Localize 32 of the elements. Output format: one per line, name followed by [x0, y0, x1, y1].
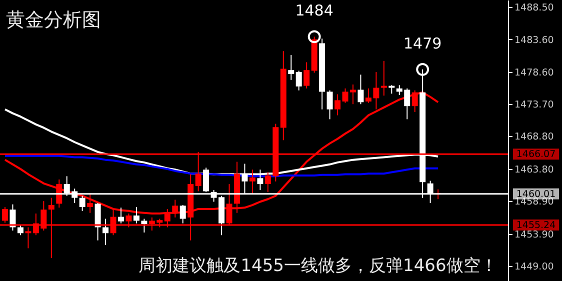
candlestick — [10, 204, 16, 232]
annotation: 周初建议触及1455一线做多，反弹1466做空！ — [138, 256, 498, 276]
annotation: 1484 — [295, 2, 334, 20]
candlestick — [17, 224, 24, 236]
ref-line-label: 1466.07 — [516, 149, 556, 160]
candlestick — [296, 70, 302, 91]
candlestick — [358, 74, 364, 105]
annotation: 1479 — [403, 34, 442, 52]
candlestick — [326, 90, 333, 120]
y-tick-label: 1449.00 — [514, 261, 554, 272]
candlestick — [249, 169, 256, 194]
candlestick — [102, 218, 109, 246]
y-tick-label: 1468.80 — [514, 132, 554, 143]
candlestick — [141, 218, 148, 234]
y-tick-label: 1453.90 — [514, 229, 554, 240]
candlestick — [350, 84, 356, 105]
candlestick — [118, 207, 124, 224]
y-tick-label: 1478.60 — [514, 68, 554, 79]
candlestick — [56, 178, 62, 208]
ref-line-label: 1455.24 — [516, 220, 556, 232]
candlestick — [94, 202, 101, 241]
y-tick-label: 1488.50 — [514, 2, 554, 14]
candlestick — [288, 54, 294, 80]
candlestick — [304, 62, 310, 89]
text: 黄金分析图 — [6, 9, 101, 31]
candlestick — [380, 60, 387, 96]
candlestick — [2, 206, 8, 224]
y-tick-label: 1463.80 — [514, 164, 554, 176]
candlestick — [133, 206, 140, 224]
y-tick-label: 1473.70 — [514, 100, 554, 111]
y-tick-label: 1483.60 — [514, 34, 554, 46]
candlestick — [180, 204, 186, 224]
